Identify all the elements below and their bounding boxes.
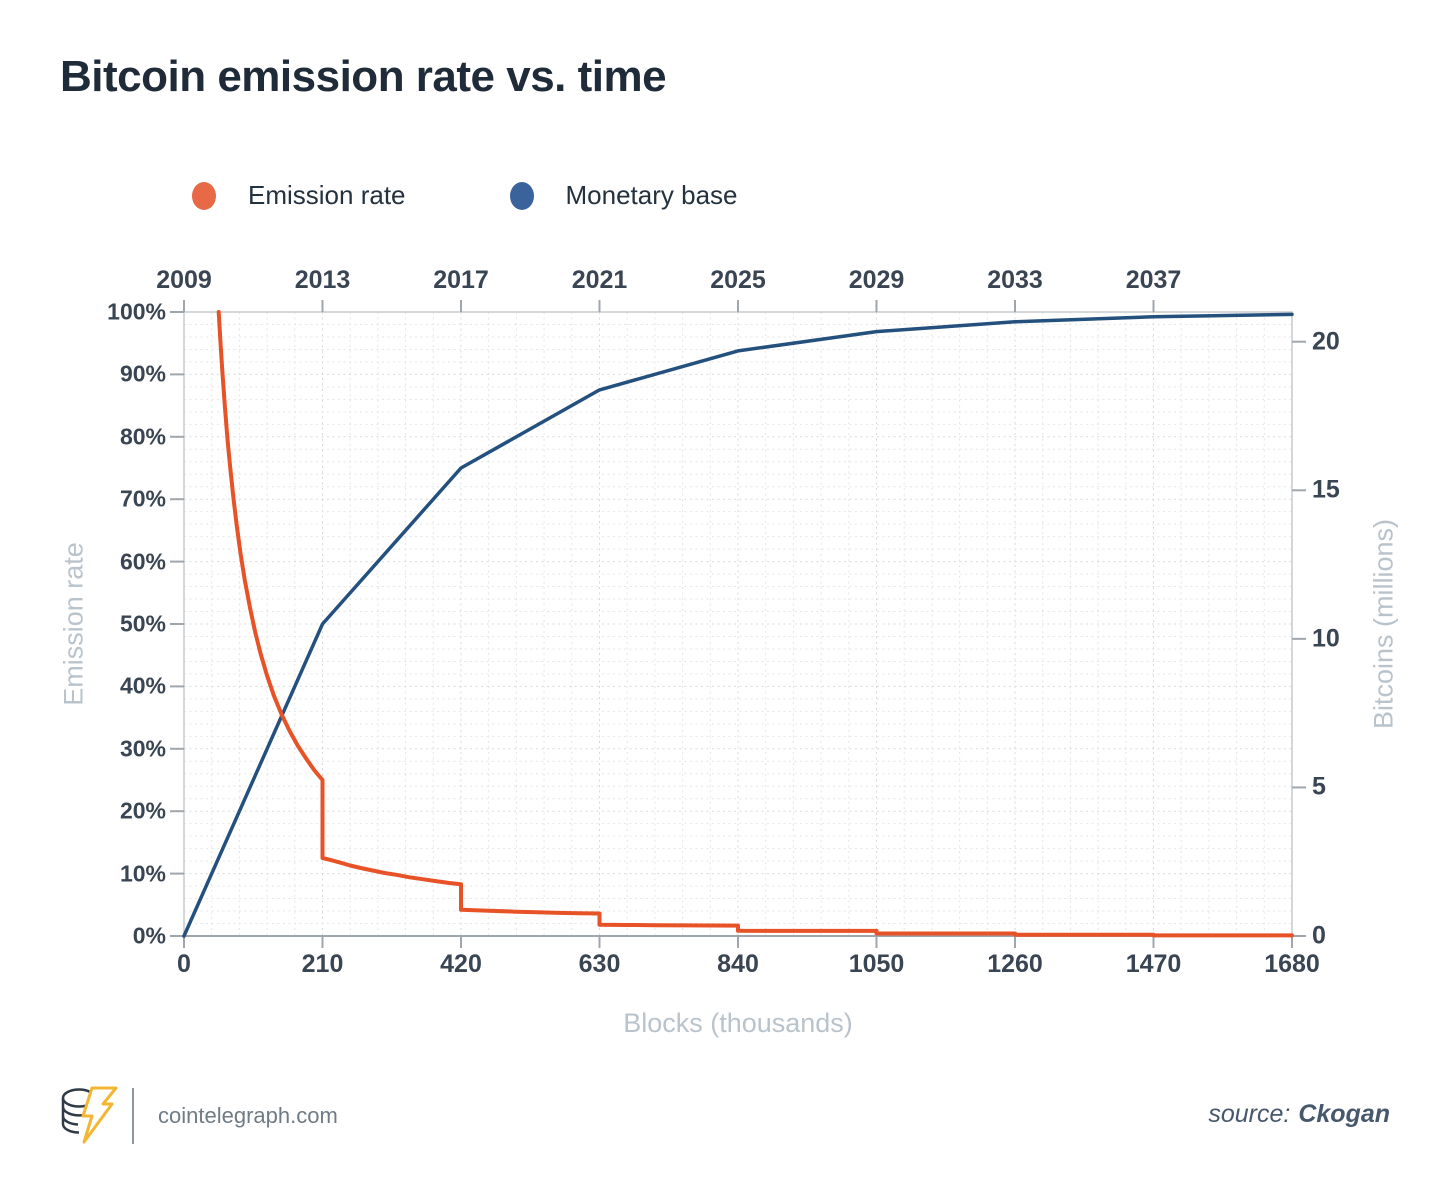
top-axis-year-label: 2017	[433, 266, 489, 294]
legend-label-monetary-base: Monetary base	[565, 180, 738, 210]
legend: Emission rate Monetary base	[192, 180, 737, 211]
left-axis-percent-label: 90%	[119, 360, 166, 387]
right-axis-millions-label: 5	[1312, 772, 1326, 801]
bottom-axis-block-label: 1470	[1125, 950, 1182, 978]
bottom-axis-block-label: 1260	[987, 950, 1043, 978]
bottom-axis-title: Blocks (thousands)	[623, 1008, 853, 1038]
left-axis-percent-label: 80%	[119, 423, 166, 450]
monetary-base-dot-icon	[509, 181, 534, 210]
left-axis-percent-label: 50%	[119, 610, 166, 637]
top-axis-year-label: 2013	[294, 266, 351, 294]
cointelegraph-logo-icon	[61, 1086, 118, 1144]
right-axis-millions-label: 20	[1312, 327, 1340, 356]
top-axis-year-label: 2037	[1125, 266, 1182, 294]
top-axis-year-label: 2021	[571, 266, 628, 294]
right-axis-millions-label: 0	[1312, 921, 1326, 950]
bottom-axis-block-label: 0	[177, 950, 191, 978]
bottom-axis-block-label: 840	[717, 950, 759, 978]
left-axis-percent-label: 70%	[119, 485, 166, 512]
left-axis-percent-label: 100%	[107, 298, 166, 325]
top-axis-year-label: 2033	[987, 266, 1043, 294]
legend-label-emission-rate: Emission rate	[248, 180, 406, 210]
right-axis-millions-label: 10	[1312, 624, 1340, 653]
top-axis-year-label: 2009	[156, 266, 212, 294]
bottom-axis-block-label: 630	[578, 950, 621, 978]
bottom-axis-block-label: 1680	[1264, 950, 1320, 978]
left-axis-percent-label: 10%	[119, 860, 166, 887]
source-credit: source: Ckogan	[1208, 1100, 1390, 1129]
legend-item-emission-rate: Emission rate	[192, 180, 406, 211]
right-axis-title: Bitcoins (millions)	[1368, 518, 1399, 730]
left-axis-percent-label: 0%	[132, 922, 166, 949]
page-title: Bitcoin emission rate vs. time	[60, 52, 667, 101]
top-axis-year-label: 2025	[710, 266, 766, 294]
source-name: Ckogan	[1298, 1100, 1390, 1128]
bottom-axis-block-label: 420	[440, 950, 482, 978]
top-axis-year-label: 2029	[848, 266, 905, 294]
right-axis-millions-label: 15	[1312, 475, 1340, 504]
bottom-axis-block-label: 210	[301, 950, 344, 978]
footer-divider	[132, 1088, 134, 1144]
left-axis-percent-label: 60%	[119, 548, 166, 575]
source-prefix: source:	[1208, 1100, 1291, 1128]
emission-rate-dot-icon	[192, 181, 216, 210]
left-axis-percent-label: 20%	[119, 797, 166, 824]
footer-site-text: cointelegraph.com	[158, 1103, 338, 1128]
legend-item-monetary-base: Monetary base	[509, 180, 738, 211]
left-axis-percent-label: 30%	[119, 735, 166, 762]
left-axis-percent-label: 40%	[119, 672, 166, 699]
bottom-axis-block-label: 1050	[848, 950, 905, 978]
